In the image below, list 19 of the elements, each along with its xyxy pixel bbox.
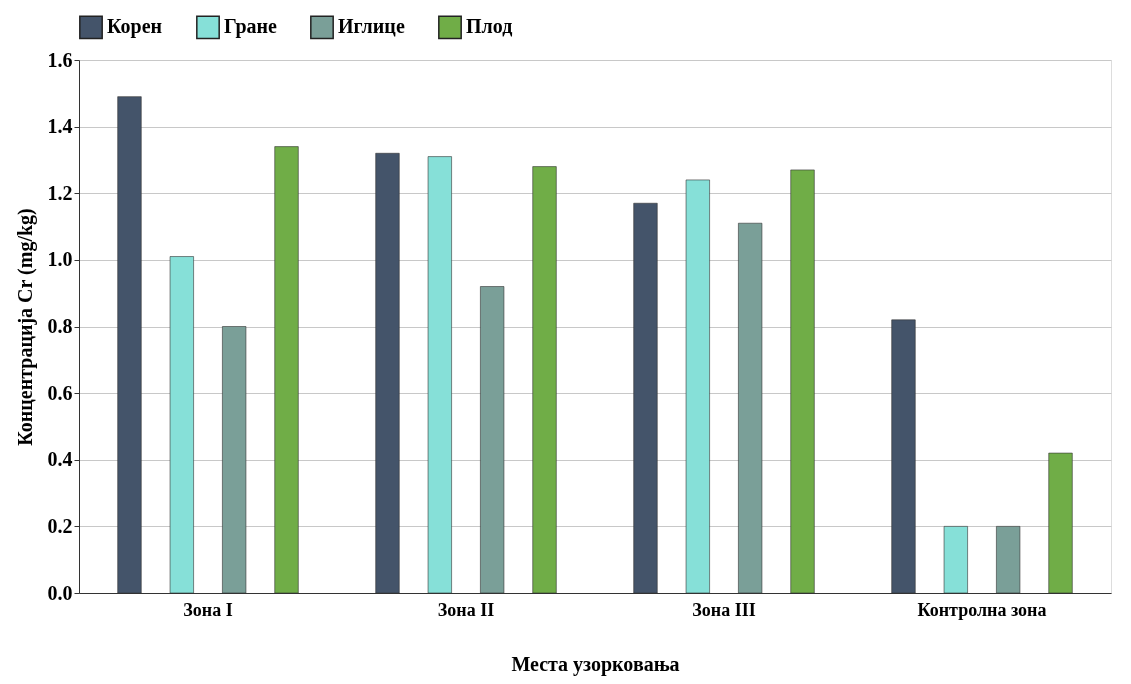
y-tick-label: 1.4: [47, 115, 73, 138]
y-tick-label: 1.2: [47, 181, 73, 204]
x-tick-label: Контролна зона: [917, 599, 1047, 620]
y-tick-label: 1.0: [47, 248, 73, 271]
y-axis-title: Концентрација Cr (mg/kg): [13, 208, 37, 446]
legend-label: Гране: [224, 15, 278, 39]
x-tick-label: Зона I: [183, 599, 233, 620]
x-axis-title: Места узорковања: [511, 652, 680, 676]
y-tick-label: 0.2: [47, 514, 73, 537]
y-tick-label: 0.6: [47, 381, 73, 404]
legend-label: Корен: [107, 15, 163, 39]
x-tick-label: Зона III: [692, 599, 756, 620]
legend-label: Иглице: [338, 15, 405, 38]
y-tick-label: 0.4: [47, 448, 73, 471]
y-tick-label: 1.6: [47, 48, 73, 71]
legend-label: Плод: [466, 15, 513, 38]
y-tick-label: 0.0: [47, 581, 73, 604]
x-tick-label: Зона II: [437, 599, 495, 620]
y-tick-label: 0.8: [47, 315, 73, 337]
